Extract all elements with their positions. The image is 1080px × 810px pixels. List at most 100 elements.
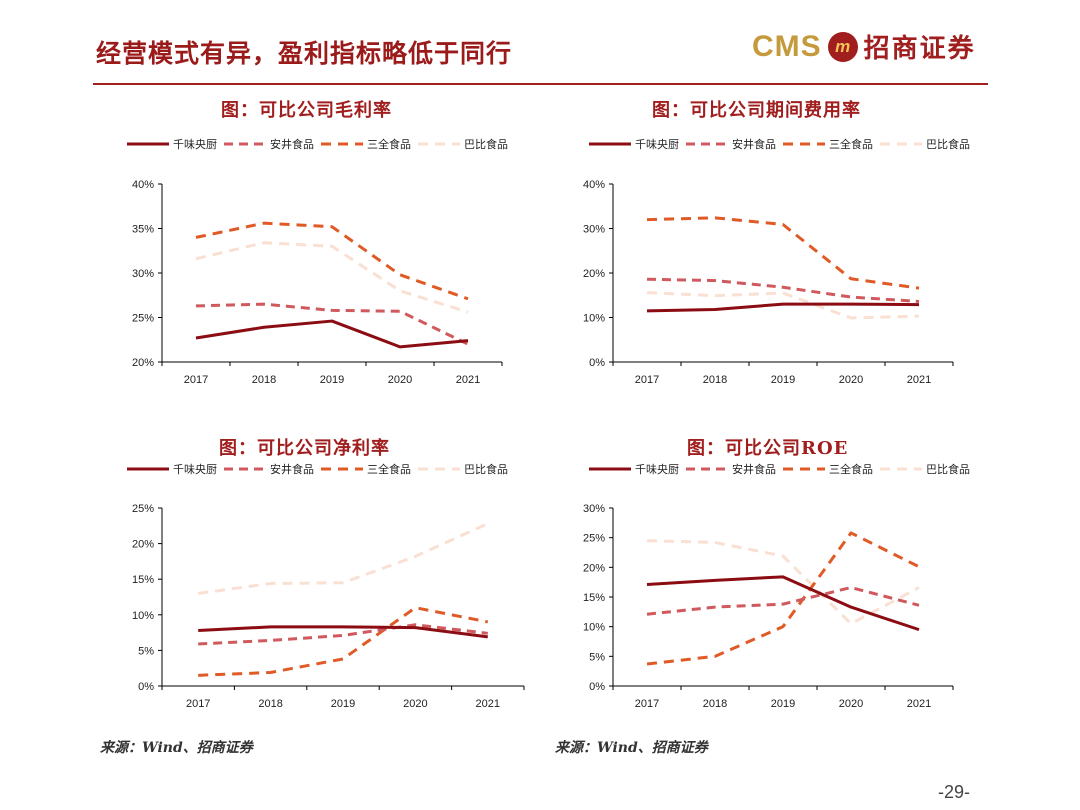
chart-title-roe: 图：可比公司ROE [687,438,849,459]
y-tick-label: 25% [132,503,154,515]
series-line-3 [646,531,920,666]
legend-label: 千味央厨 [635,138,679,151]
legend-item: 安井食品 [685,461,776,477]
legend-label: 安井食品 [732,138,776,151]
series-line-2 [198,623,488,646]
legend-item: 千味央厨 [126,461,217,477]
series-line-2 [195,302,469,346]
legend-swatch [783,467,825,471]
legend-swatch [686,142,728,146]
legend-label: 千味央厨 [173,138,217,151]
x-tick-label: 2019 [771,698,795,710]
logo-text: CMS [752,29,822,63]
series-line-1 [646,302,920,313]
x-tick-label: 2021 [456,374,480,386]
y-tick-label: 10% [132,610,154,622]
legend-item: 千味央厨 [588,136,679,152]
page-number: -29- [938,782,971,802]
source-note-left: 来源：Wind、招商证券 [100,740,253,756]
series-line-4 [195,241,469,314]
header-divider [93,83,988,85]
source-note-right: 来源：Wind、招商证券 [555,740,708,756]
logo-company-name: 招商证券 [863,34,976,64]
y-tick-label: 0% [138,681,154,693]
y-tick-label: 20% [132,539,154,551]
legend-item: 三全食品 [320,136,411,152]
y-tick-label: 30% [132,268,154,280]
y-tick-label: 40% [132,179,154,191]
legend-swatch [880,467,922,471]
legend-label: 安井食品 [270,138,314,151]
legend-item: 安井食品 [223,136,314,152]
y-tick-label: 5% [138,645,154,657]
legend-item: 三全食品 [782,136,873,152]
series-line-2 [646,277,920,303]
x-tick-label: 2017 [186,698,210,710]
legend-swatch [589,142,631,146]
legend-gross-margin: 千味央厨 安井食品 三全食品 巴比食品 [126,136,514,152]
legend-swatch [783,142,825,146]
series-line-1 [646,575,920,632]
legend-swatch [686,467,728,471]
chart-gross-margin: 20% 25% 30% 35% 40% 2017 2018 2019 2020 2021 [132,179,503,386]
legend-swatch [321,142,363,146]
legend-item: 安井食品 [685,136,776,152]
y-tick-label: 15% [132,574,154,586]
series-line-1 [198,625,488,639]
series-line-3 [646,216,920,290]
x-tick-label: 2021 [476,698,500,710]
logo: CMS m 招商证券 [752,28,976,65]
legend-swatch [418,142,460,146]
series-line-4 [197,522,489,595]
x-tick-label: 2021 [907,374,931,386]
legend-label: 安井食品 [732,463,776,476]
logo-mark-icon: m [827,31,858,62]
legend-label: 巴比食品 [464,463,508,476]
legend-label: 巴比食品 [926,463,970,476]
y-tick-label: 25% [583,533,605,545]
y-tick-label: 25% [132,313,154,325]
legend-item: 巴比食品 [879,136,970,152]
y-tick-label: 0% [589,681,605,693]
legend-expense-ratio: 千味央厨 安井食品 三全食品 巴比食品 [588,136,976,152]
y-tick-label: 10% [583,622,605,634]
x-tick-label: 2021 [907,698,931,710]
legend-label: 巴比食品 [926,138,970,151]
legend-swatch [321,467,363,471]
legend-swatch [418,467,460,471]
legend-label: 三全食品 [367,463,411,476]
series-line-2 [646,586,920,616]
y-tick-label: 30% [583,503,605,515]
y-tick-label: 35% [132,224,154,236]
x-tick-label: 2018 [252,374,276,386]
chart-title-net-margin: 图：可比公司净利率 [219,438,390,459]
legend-label: 三全食品 [829,463,873,476]
legend-label: 千味央厨 [635,463,679,476]
legend-swatch [589,467,631,471]
legend-item: 三全食品 [320,461,411,477]
x-tick-label: 2020 [839,698,863,710]
chart-net-margin: 0% 5% 10% 15% 20% 25% 2017 2018 2019 2020 2021 [132,503,525,710]
series-line-4 [646,291,920,320]
series-line-4 [646,539,920,626]
page-title: 经营模式有异，盈利指标略低于同行 [96,39,513,68]
legend-item: 巴比食品 [417,461,508,477]
legend-swatch [224,142,266,146]
chart-title-gross-margin: 图：可比公司毛利率 [221,100,392,121]
legend-swatch [224,467,266,471]
y-tick-label: 15% [583,592,605,604]
legend-item: 巴比食品 [879,461,970,477]
chart-expense-ratio: 0% 10% 20% 30% 40% 2017 2018 2019 2020 2021 [583,179,954,386]
y-tick-label: 40% [583,179,605,191]
y-tick-label: 20% [583,268,605,280]
legend-label: 三全食品 [829,138,873,151]
y-tick-label: 20% [583,562,605,574]
x-tick-label: 2020 [403,698,427,710]
legend-item: 巴比食品 [417,136,508,152]
legend-swatch [127,142,169,146]
legend-label: 三全食品 [367,138,411,151]
x-tick-label: 2017 [184,374,208,386]
y-tick-label: 20% [132,357,154,369]
legend-item: 三全食品 [782,461,873,477]
series-line-3 [198,606,489,677]
